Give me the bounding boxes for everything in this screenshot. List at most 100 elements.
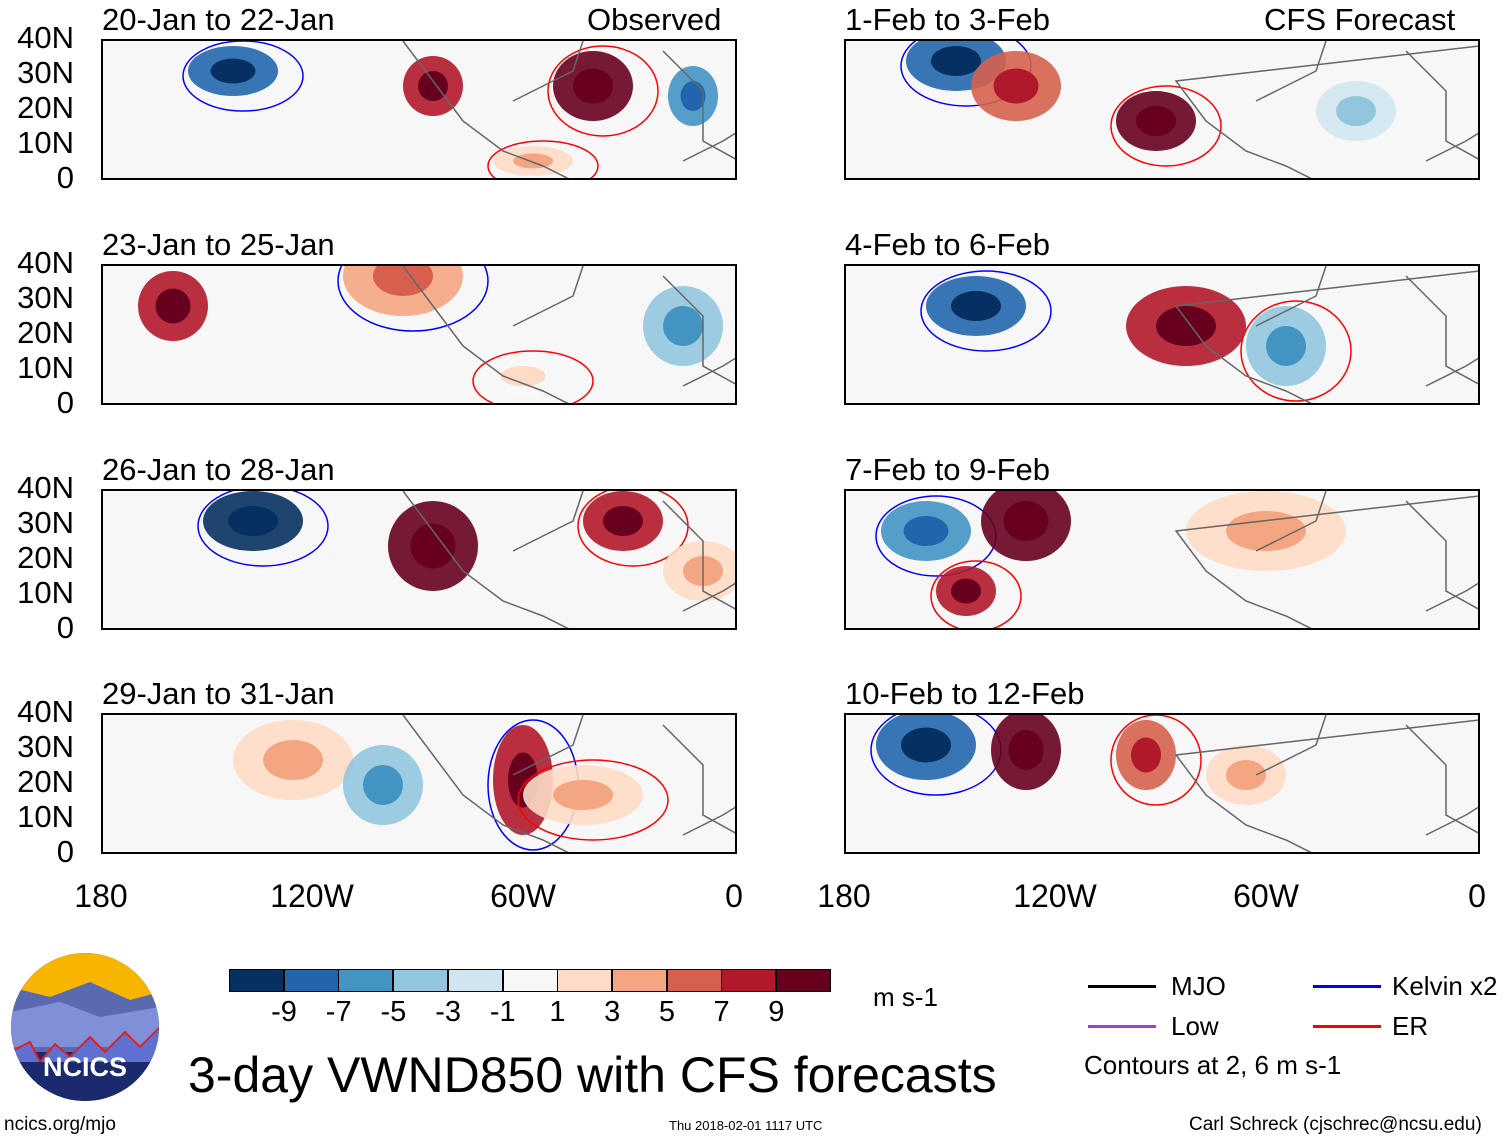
wind-anomaly-core (951, 291, 1001, 321)
latitude-label: 20N (17, 315, 74, 350)
latitude-label: 20N (17, 540, 74, 575)
colorbar-swatch (611, 969, 667, 992)
latitude-label: 20N (17, 90, 74, 125)
latitude-label: 10N (17, 350, 74, 385)
coastline (402, 41, 735, 178)
colorbar-swatch (666, 969, 722, 992)
wind-anomaly-core (603, 506, 643, 536)
colorbar-swatch (283, 969, 339, 992)
latitude-label: 10N (17, 799, 74, 834)
wind-anomaly-core (1266, 326, 1306, 366)
wind-anomaly-core (1131, 737, 1161, 773)
wind-anomaly-core (155, 288, 191, 324)
coastline (1174, 41, 1478, 178)
latitude-label: 10N (17, 575, 74, 610)
wind-anomaly-core (1156, 306, 1216, 346)
wind-anomaly-core (263, 740, 323, 780)
coastline (402, 715, 735, 852)
contour-note: Contours at 2, 6 m s-1 (1084, 1050, 1342, 1080)
wind-anomaly-core (1226, 760, 1266, 790)
colorbar-label: 7 (713, 996, 730, 1028)
colorbar-swatch (557, 969, 613, 992)
latitude-label: 40N (17, 245, 74, 280)
wind-anomaly-core (993, 68, 1039, 104)
colorbar-swatch (502, 969, 558, 992)
coastline (1174, 266, 1478, 403)
map-panel (844, 264, 1480, 405)
wind-anomaly-core (228, 506, 278, 536)
latitude-label: 0 (56, 834, 74, 869)
legend-er: ER (1392, 1011, 1429, 1041)
panel-date-range: 4-Feb to 6-Feb (845, 227, 1051, 262)
latitude-label: 40N (17, 694, 74, 729)
contour-line (487, 140, 599, 178)
latitude-label: 0 (56, 160, 74, 195)
legend-low: Low (1171, 1011, 1219, 1041)
latitude-label: 30N (17, 280, 74, 315)
longitude-label: 180 (817, 878, 871, 914)
figure-title: 3-day VWND850 with CFS forecasts (188, 1047, 997, 1103)
er-legend-line (1313, 1025, 1381, 1028)
latitude-label: 30N (17, 505, 74, 540)
contour-line (182, 41, 304, 112)
mjo-legend-line (1088, 985, 1156, 988)
panel-date-range: 23-Jan to 25-Jan (102, 227, 335, 262)
contour-line (920, 270, 1052, 352)
colorbar-label: 9 (768, 996, 785, 1028)
panel-date-range: 7-Feb to 9-Feb (845, 452, 1051, 487)
colorbar-swatch (776, 969, 831, 992)
wind-anomaly-core (901, 727, 951, 763)
coastline (1174, 491, 1478, 628)
latitude-label: 20N (17, 764, 74, 799)
longitude-label: 60W (1233, 878, 1299, 914)
map-panel (101, 39, 737, 180)
wind-anomaly-core (500, 366, 546, 386)
wind-anomaly-core (1003, 501, 1049, 541)
latitude-label: 0 (56, 610, 74, 645)
colorbar-label: -7 (325, 996, 352, 1028)
contour-line (1240, 300, 1352, 402)
colorbar-label: 1 (549, 996, 566, 1028)
contour-line (930, 560, 1022, 628)
panel-date-range: 10-Feb to 12-Feb (845, 676, 1085, 711)
colorbar-swatch (229, 969, 284, 992)
cfs-forecast-header: CFS Forecast (1264, 2, 1456, 37)
coastline (402, 266, 735, 403)
contour-line (517, 759, 669, 841)
colorbar-swatch (447, 969, 503, 992)
footer-url[interactable]: ncics.org/mjo (4, 1114, 116, 1135)
wind-anomaly-core (903, 516, 949, 546)
wind-anomaly-core (1226, 511, 1306, 551)
wind-anomaly-core (373, 266, 433, 296)
wind-anomaly-core (363, 765, 403, 805)
panel-date-range: 26-Jan to 28-Jan (102, 452, 335, 487)
colorbar-swatch (338, 969, 394, 992)
low-legend-line (1088, 1025, 1156, 1028)
colorbar-label: -9 (271, 996, 297, 1028)
logo-text: NCICS (43, 1052, 127, 1082)
colorbar-label: -3 (435, 996, 461, 1028)
wind-anomaly-core (951, 578, 981, 604)
longitude-label: 180 (74, 878, 128, 914)
coastline (402, 491, 735, 628)
contour-line (547, 45, 659, 137)
map-panel (101, 264, 737, 405)
wind-anomaly-core (680, 81, 706, 111)
footer-timestamp: Thu 2018-02-01 1117 UTC (669, 1118, 823, 1133)
observed-header: Observed (587, 2, 722, 37)
latitude-label: 10N (17, 125, 74, 160)
longitude-label: 60W (490, 878, 556, 914)
contour-line (337, 266, 489, 332)
map-panel (844, 489, 1480, 630)
contour-line (1110, 85, 1222, 167)
latitude-label: 30N (17, 55, 74, 90)
colorbar-label: 5 (658, 996, 675, 1028)
ncics-logo: NCICS (11, 953, 159, 1101)
legend-mjo: MJO (1171, 971, 1226, 1001)
colorbar-swatch (721, 969, 777, 992)
longitude-label: 0 (1468, 878, 1486, 914)
legend-kelvin: Kelvin x2 (1392, 971, 1498, 1001)
map-panel (844, 39, 1480, 180)
wind-anomaly-core (553, 780, 613, 810)
